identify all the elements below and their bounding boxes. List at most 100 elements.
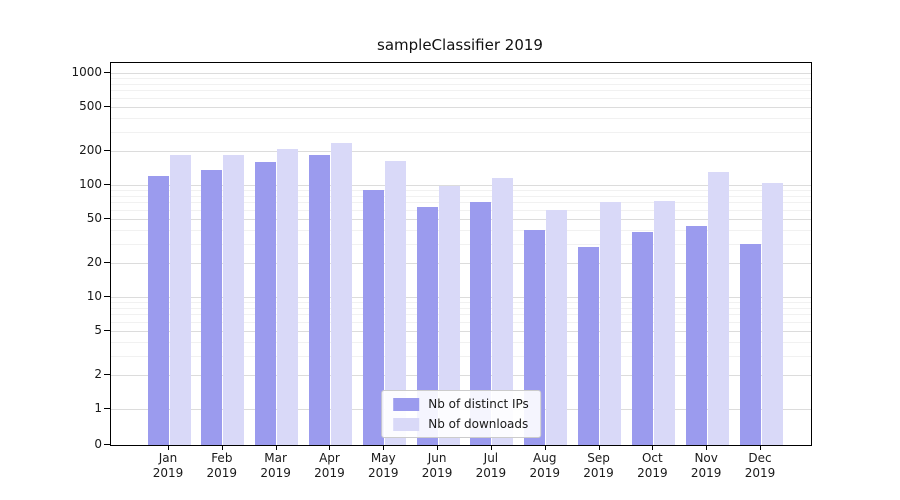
y-tick-mark [104, 105, 110, 107]
gridline-minor [111, 131, 811, 133]
x-tick-mark [221, 445, 223, 450]
bar-downloads-oct [653, 200, 675, 445]
x-tick-mark [760, 445, 761, 450]
bar-downloads-dec [761, 182, 783, 445]
y-tick-label: 50 [86, 210, 102, 225]
bar-downloads-apr [330, 143, 352, 445]
gridline-minor [111, 190, 811, 192]
bar-downloads-jan [169, 155, 191, 445]
y-tick-label: 200 [79, 143, 102, 158]
x-tick-mark [544, 445, 546, 450]
gridline-minor [111, 355, 811, 357]
x-tick-label: Sep 2019 [583, 451, 614, 480]
bar-distinct-ips-mar [255, 162, 277, 445]
bar-distinct-ips-may [362, 190, 384, 445]
gridline-minor [111, 321, 811, 323]
bar-downloads-may [384, 160, 406, 445]
y-tick-label: 2 [94, 367, 102, 382]
bar-downloads-jul [492, 178, 514, 445]
gridline-major [111, 151, 811, 153]
bar-downloads-feb [223, 155, 245, 445]
y-tick-mark [104, 184, 110, 185]
x-tick-label: Aug 2019 [529, 451, 560, 480]
bar-downloads-nov [707, 172, 729, 445]
plot-area: Nb of distinct IPs Nb of downloads [110, 62, 812, 446]
gridline-minor [111, 209, 811, 211]
legend-label-distinct-ips: Nb of distinct IPs [428, 397, 529, 411]
legend-swatch-distinct-ips [393, 397, 420, 411]
x-tick-mark [168, 445, 169, 450]
bar-downloads-jun [438, 186, 460, 445]
gridline-major [111, 297, 811, 298]
gridline-minor [111, 90, 811, 92]
y-tick-mark [104, 150, 110, 152]
gridline-minor [111, 195, 811, 197]
y-tick-mark [104, 217, 110, 219]
y-tick-label: 100 [79, 177, 102, 191]
y-tick-mark [104, 296, 110, 297]
y-tick-label: 5 [94, 322, 102, 337]
bar-distinct-ips-apr [308, 155, 330, 445]
y-tick-label: 1 [94, 401, 102, 415]
y-tick-label: 1000 [71, 65, 102, 79]
gridline-major [111, 185, 811, 186]
bar-distinct-ips-nov [685, 226, 707, 445]
bar-downloads-mar [277, 148, 299, 445]
x-tick-mark [383, 445, 385, 450]
gridline-minor [111, 307, 811, 309]
x-tick-label: May 2019 [367, 451, 399, 480]
gridline-major [111, 375, 811, 377]
y-tick-label: 0 [94, 437, 102, 451]
bar-distinct-ips-feb [201, 170, 223, 445]
bar-distinct-ips-jan [147, 176, 169, 445]
gridline-minor [111, 117, 811, 119]
gridline-minor [111, 202, 811, 204]
y-tick-mark [104, 329, 110, 331]
y-tick-label: 10 [86, 289, 102, 303]
x-tick-mark [598, 445, 600, 450]
legend-item-distinct-ips: Nb of distinct IPs [393, 397, 529, 411]
gridline-minor [111, 341, 811, 343]
gridline-minor [111, 314, 811, 316]
bar-downloads-sep [600, 202, 622, 445]
bar-distinct-ips-sep [578, 246, 600, 445]
legend-item-downloads: Nb of downloads [393, 417, 529, 431]
y-tick-label: 20 [86, 255, 102, 270]
x-tick-label: Feb 2019 [206, 451, 238, 480]
x-tick-mark [437, 445, 439, 450]
bar-distinct-ips-jun [416, 207, 438, 445]
gridline-minor [111, 229, 811, 231]
x-tick-mark [275, 445, 277, 450]
x-tick-mark [490, 445, 492, 450]
x-tick-label: Dec 2019 [744, 451, 776, 480]
x-tick-label: Apr 2019 [314, 451, 345, 480]
gridline-major [111, 218, 811, 220]
gridline-minor [111, 83, 811, 85]
y-tick-mark [104, 374, 110, 376]
gridline-minor [111, 243, 811, 245]
gridline-major [111, 263, 811, 265]
chart-title: sampleClassifier 2019 [377, 36, 543, 54]
y-tick-mark [104, 262, 110, 264]
y-tick-mark [104, 72, 110, 73]
x-tick-mark [706, 445, 708, 450]
x-tick-label: Jul 2019 [475, 451, 507, 480]
x-tick-label: Jun 2019 [421, 451, 453, 480]
x-tick-label: Oct 2019 [637, 451, 668, 480]
gridline-major [111, 106, 811, 108]
bar-downloads-aug [546, 209, 568, 445]
bar-distinct-ips-oct [631, 232, 653, 445]
y-tick-label: 500 [79, 98, 102, 113]
x-tick-mark [652, 445, 654, 450]
legend-label-downloads: Nb of downloads [428, 417, 529, 431]
bar-distinct-ips-jul [470, 202, 492, 445]
gridline-major [111, 73, 811, 74]
x-tick-label: Nov 2019 [690, 451, 722, 480]
y-tick-mark [104, 444, 110, 445]
gridline-minor [111, 302, 811, 304]
gridline-major [111, 330, 811, 332]
y-tick-mark [104, 408, 110, 409]
gridline-minor [111, 97, 811, 99]
x-tick-label: Jan 2019 [152, 451, 184, 480]
